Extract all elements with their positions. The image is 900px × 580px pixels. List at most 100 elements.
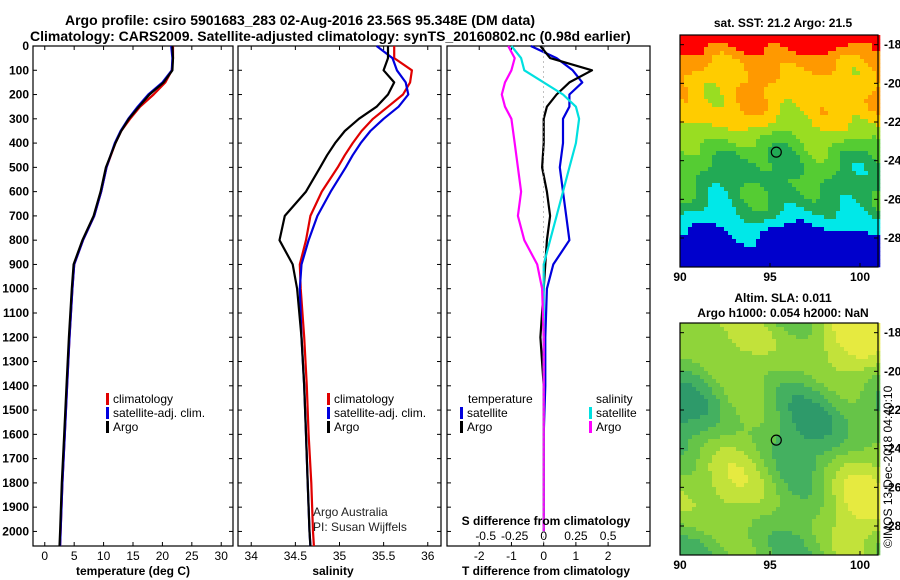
map-cell <box>688 475 693 480</box>
map-cell <box>860 467 865 472</box>
map-cell <box>716 459 721 464</box>
map-cell <box>840 231 845 236</box>
map-cell <box>696 375 701 380</box>
map-cell <box>868 75 873 80</box>
map-cell <box>844 227 849 232</box>
map-cell <box>768 327 773 332</box>
map-cell <box>824 107 829 112</box>
map-cell <box>804 347 809 352</box>
map-cell <box>768 83 773 88</box>
map-cell <box>788 259 793 264</box>
map-cell <box>760 71 765 76</box>
map-cell <box>752 99 757 104</box>
map-cell <box>732 435 737 440</box>
map-cell <box>856 223 861 228</box>
map-cell <box>708 79 713 84</box>
map-cell <box>832 203 837 208</box>
map-cell <box>856 439 861 444</box>
map-cell <box>760 123 765 128</box>
map-cell <box>732 407 737 412</box>
map-cell <box>752 199 757 204</box>
map-cell <box>784 187 789 192</box>
map-cell <box>708 407 713 412</box>
map-cell <box>812 103 817 108</box>
map-cell <box>708 179 713 184</box>
map-cell <box>856 367 861 372</box>
map-cell <box>716 407 721 412</box>
map-cell <box>732 483 737 488</box>
map-cell <box>816 415 821 420</box>
map-cell <box>816 183 821 188</box>
map-cell <box>816 191 821 196</box>
map-cell <box>716 259 721 264</box>
map-cell <box>720 83 725 88</box>
map-cell <box>796 387 801 392</box>
map-cell <box>804 47 809 52</box>
map-cell <box>852 43 857 48</box>
map-cell <box>800 399 805 404</box>
map-cell <box>844 243 849 248</box>
map-cell <box>760 163 765 168</box>
map-cell <box>704 359 709 364</box>
map-cell <box>700 91 705 96</box>
map-cell <box>820 59 825 64</box>
map-cell <box>784 179 789 184</box>
map-cell <box>780 59 785 64</box>
map-cell <box>784 427 789 432</box>
map-cell <box>760 407 765 412</box>
map-cell <box>816 351 821 356</box>
map-cell <box>792 335 797 340</box>
map-cell <box>848 327 853 332</box>
map-cell <box>692 79 697 84</box>
map-cell <box>820 115 825 120</box>
map-cell <box>816 223 821 228</box>
map-cell <box>764 183 769 188</box>
map-cell <box>820 459 825 464</box>
map-cell <box>732 259 737 264</box>
map-cell <box>724 423 729 428</box>
map-cell <box>792 147 797 152</box>
map-cell <box>852 403 857 408</box>
map-cell <box>744 83 749 88</box>
map-cell <box>764 447 769 452</box>
map-cell <box>772 235 777 240</box>
map-cell <box>844 35 849 40</box>
map-cell <box>724 151 729 156</box>
map-cell <box>756 239 761 244</box>
map-cell <box>688 403 693 408</box>
map-cell <box>684 87 689 92</box>
map-cell <box>788 79 793 84</box>
map-cell <box>740 95 745 100</box>
map-cell <box>872 35 877 40</box>
map-cell <box>864 199 869 204</box>
map-cell <box>820 167 825 172</box>
map-cell <box>748 195 753 200</box>
map-cell <box>700 411 705 416</box>
map-cell <box>768 439 773 444</box>
map-cell <box>868 371 873 376</box>
map-cell <box>804 167 809 172</box>
map-cell <box>828 91 833 96</box>
map-cell <box>760 359 765 364</box>
map-cell <box>680 79 685 84</box>
map-cell <box>840 375 845 380</box>
map-cell <box>728 475 733 480</box>
map-cell <box>812 95 817 100</box>
map-cell <box>836 71 841 76</box>
map-cell <box>780 163 785 168</box>
map-cell <box>692 123 697 128</box>
map-cell <box>720 107 725 112</box>
map-cell <box>864 191 869 196</box>
map-cell <box>704 435 709 440</box>
map-cell <box>712 195 717 200</box>
map-cell <box>744 455 749 460</box>
map-cell <box>796 199 801 204</box>
map-cell <box>868 119 873 124</box>
map-cell <box>868 147 873 152</box>
map-cell <box>772 255 777 260</box>
map-cell <box>808 419 813 424</box>
map-cell <box>856 167 861 172</box>
map-cell <box>836 395 841 400</box>
map-cell <box>760 335 765 340</box>
map-cell <box>696 71 701 76</box>
